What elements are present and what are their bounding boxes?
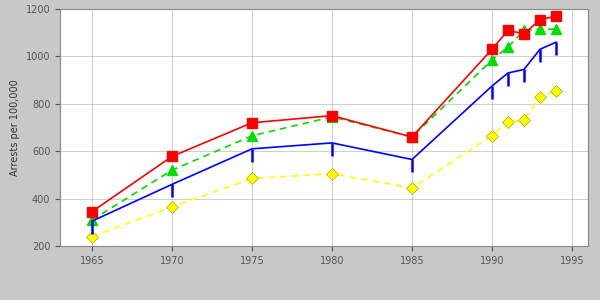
Y-axis label: Arrests per 100,000: Arrests per 100,000 [10, 79, 20, 176]
